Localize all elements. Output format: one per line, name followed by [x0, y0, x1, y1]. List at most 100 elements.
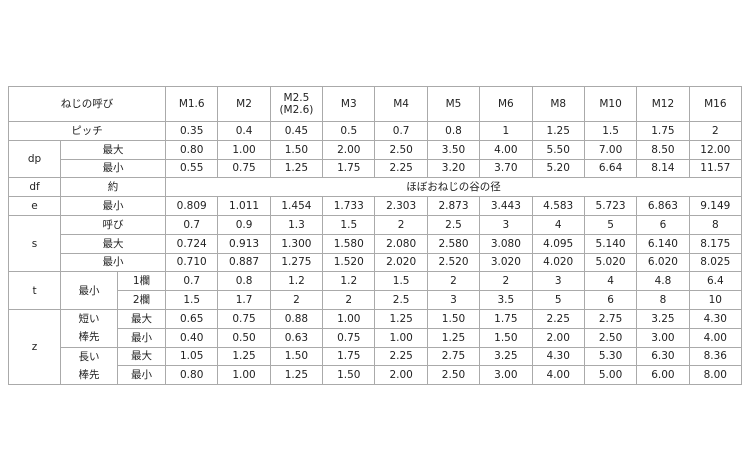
value-cell: 1.25: [374, 308, 428, 329]
value-cell: 0.88: [269, 308, 324, 329]
value-cell: 2.75: [426, 346, 481, 367]
value-cell: 0.75: [217, 158, 271, 179]
value-cell: 1.25: [426, 327, 481, 348]
value-cell: 0.75: [217, 308, 271, 329]
value-cell: 1.520: [322, 252, 376, 273]
value-cell: 8.14: [636, 158, 690, 179]
value-cell: 1.25: [217, 346, 271, 367]
value-cell: 1.2: [269, 271, 324, 292]
value-cell: 4.8: [636, 271, 690, 292]
value-cell: 3.080: [479, 233, 533, 254]
value-cell: 2.580: [426, 233, 481, 254]
value-cell: 0.65: [165, 308, 219, 329]
value-cell: 2: [269, 290, 324, 310]
sub-label: 約: [59, 177, 167, 198]
table-row: 最小 0.710 0.887 1.275 1.520 2.020 2.520 3.020 4.0…: [9, 252, 743, 273]
value-cell: 2.5: [426, 214, 481, 235]
value-cell: 3.20: [426, 158, 481, 179]
value-cell: 2.520: [426, 252, 481, 273]
sub-label: 長い: [60, 346, 118, 366]
value-cell: 0.80: [165, 139, 219, 160]
value-cell: 1.580: [322, 233, 376, 254]
value-cell: 0.55: [165, 158, 219, 179]
value-cell: 2.303: [374, 196, 428, 216]
table-row: ピッチ 0.35 0.4 0.45 0.5 0.7 0.8 1 1.25 1.5 1.75 2: [7, 121, 743, 141]
value-cell: 11.57: [688, 158, 743, 179]
value-cell: 2.25: [531, 308, 585, 329]
value-cell: 1.275: [269, 252, 324, 273]
value-cell: 5.50: [531, 139, 585, 160]
value-cell: 4: [583, 271, 638, 292]
value-cell: 5.020: [583, 252, 638, 273]
value-cell: 2.00: [322, 139, 376, 160]
sub-label: 最大: [59, 233, 167, 254]
value-cell: 0.45: [269, 121, 324, 141]
table-row: 棒先 最小 0.80 1.00 1.25 1.50 2.00 2.50 3.00 4.00 5.00…: [9, 365, 743, 386]
value-cell: 2.080: [374, 233, 428, 254]
value-cell: 8.50: [636, 139, 690, 160]
sub-label: 最小: [59, 252, 167, 273]
value-cell: 1.5: [583, 121, 638, 141]
header-label: ねじの呼び: [7, 86, 167, 122]
value-cell: 3.00: [479, 365, 533, 386]
size-header: M4: [374, 86, 428, 122]
value-cell: 2: [479, 271, 533, 292]
value-cell: 1.011: [217, 196, 271, 216]
value-cell: 1.733: [322, 196, 376, 216]
value-cell: 4.00: [479, 139, 533, 160]
value-cell: 3.00: [636, 327, 690, 348]
row-label: z: [8, 308, 61, 386]
value-cell: 5.30: [583, 346, 638, 367]
value-cell: 0.5: [322, 121, 376, 141]
value-cell: 0.35: [165, 121, 219, 141]
value-cell: 0.40: [165, 327, 219, 348]
value-cell: 1.50: [269, 346, 324, 367]
size-header: M5: [426, 86, 481, 122]
value-cell: 8: [688, 214, 743, 235]
value-cell: 6.4: [688, 271, 743, 292]
value-cell: 2.00: [374, 365, 428, 386]
value-cell: 6.64: [583, 158, 638, 179]
value-cell: 4.00: [531, 365, 585, 386]
value-cell: 2.50: [374, 139, 428, 160]
value-cell: 0.913: [217, 233, 271, 254]
value-cell: 1.300: [269, 233, 324, 254]
value-cell: 1.00: [217, 365, 271, 386]
sub-label: 最小: [60, 271, 118, 310]
value-cell: 2.75: [583, 308, 638, 329]
value-cell: 0.4: [217, 121, 271, 141]
size-header: M2: [217, 86, 271, 122]
value-cell: 1.05: [165, 346, 219, 367]
table-row: 棒先 最小 0.40 0.50 0.63 0.75 1.00 1.25 1.50 2.00 2.50…: [9, 327, 743, 348]
value-cell: 1.50: [269, 139, 324, 160]
value-cell: 1.25: [269, 158, 324, 179]
value-cell: 3: [531, 271, 585, 292]
value-cell: 2: [688, 121, 743, 141]
value-cell: 5.140: [583, 233, 638, 254]
table-row: 最小 0.55 0.75 1.25 1.75 2.25 3.20 3.70 5.20 6.64 8.…: [9, 158, 743, 179]
value-cell: 1.75: [322, 158, 376, 179]
value-cell: 3.443: [479, 196, 533, 216]
value-cell: 1.75: [479, 308, 533, 329]
value-cell: 3.5: [479, 290, 533, 310]
value-cell: 1.5: [374, 271, 428, 292]
value-cell: 5: [583, 214, 638, 235]
sub-label: 短い: [60, 308, 118, 329]
table-row: df 約ほぼおねじの谷の径: [8, 177, 742, 198]
value-cell: 2: [374, 214, 428, 235]
value-cell: 1.7: [217, 290, 271, 310]
value-cell: 0.9: [217, 214, 271, 235]
table-row: z 短い 最大 0.65 0.75 0.88 1.00 1.25 1.50 1.75 2.25 2.7…: [8, 308, 743, 386]
value-cell: 0.80: [165, 365, 219, 386]
value-cell: 1: [479, 121, 533, 141]
value-cell: 3: [479, 214, 533, 235]
value-cell: 7.00: [583, 139, 638, 160]
value-cell: 0.7: [165, 214, 219, 235]
value-cell: 5: [531, 290, 585, 310]
value-cell: 3: [426, 290, 481, 310]
value-cell: 9.149: [688, 196, 743, 216]
value-cell: 1.75: [322, 346, 376, 367]
table-row: e 最小 0.809 1.011 1.454 1.733 2.303 2.873 3.443 4.…: [8, 196, 743, 216]
size-header: M10: [583, 86, 638, 122]
value-cell: 0.887: [217, 252, 271, 273]
